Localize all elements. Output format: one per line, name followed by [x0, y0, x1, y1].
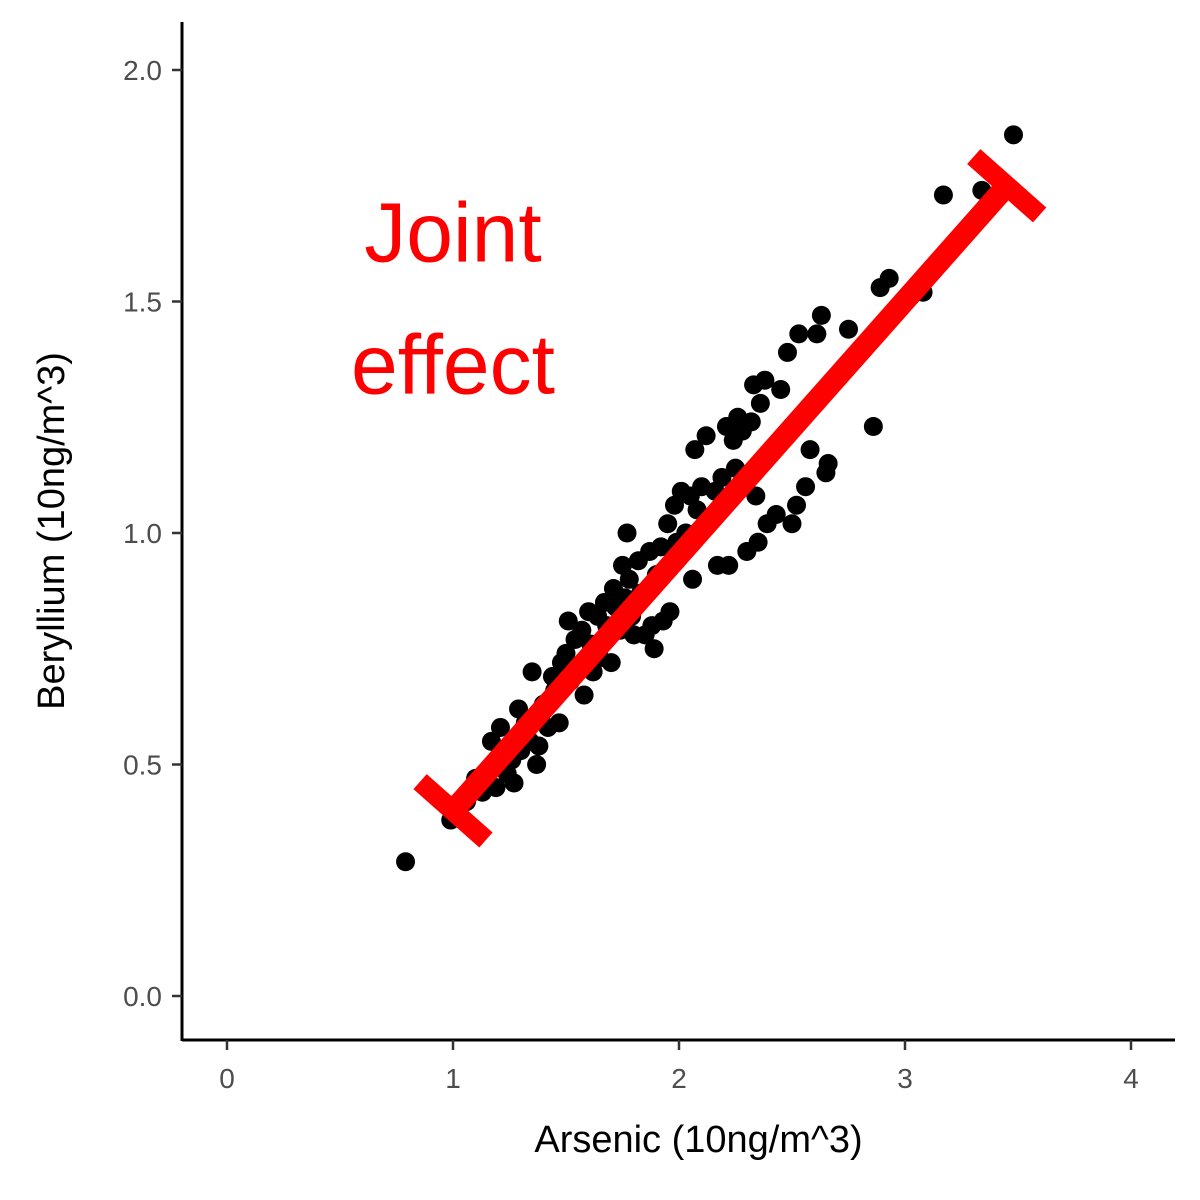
joint-effect-segment — [413, 149, 1047, 848]
data-point-68 — [696, 426, 716, 446]
data-point-83 — [748, 532, 768, 552]
data-point-58 — [660, 602, 680, 622]
data-point-57 — [658, 514, 678, 534]
x-axis-ticks: 0 1 2 3 4 — [219, 1040, 1139, 1094]
y-tick-label-3: 1.5 — [123, 287, 162, 318]
data-point-30 — [574, 685, 594, 705]
annotation-line-1: effect — [351, 318, 555, 412]
data-point-100 — [818, 454, 838, 474]
data-point-82 — [746, 486, 766, 506]
data-point-65 — [685, 440, 705, 460]
data-point-15 — [522, 662, 542, 682]
joint-effect-line — [444, 178, 1015, 819]
data-point-44 — [617, 523, 637, 543]
data-point-53 — [644, 639, 664, 659]
x-tick-label-3: 3 — [897, 1063, 913, 1094]
data-point-85 — [755, 370, 775, 390]
data-point-64 — [683, 569, 703, 589]
data-point-10 — [504, 773, 524, 793]
x-tick-label-0: 0 — [219, 1063, 235, 1094]
x-tick-label-1: 1 — [445, 1063, 461, 1094]
annotation-line-0: Joint — [364, 186, 541, 280]
data-point-106 — [933, 185, 953, 205]
y-tick-label-4: 2.0 — [123, 55, 162, 86]
data-point-91 — [782, 514, 802, 534]
data-point-102 — [863, 417, 883, 437]
data-point-97 — [807, 324, 827, 344]
data-point-24 — [556, 643, 576, 663]
y-tick-label-1: 0.5 — [123, 750, 162, 781]
y-axis-ticks: 0.0 0.5 1.0 1.5 2.0 — [123, 55, 182, 1012]
data-point-101 — [839, 319, 858, 339]
data-point-96 — [800, 440, 820, 460]
data-point-16 — [527, 755, 547, 774]
data-point-104 — [879, 268, 899, 288]
y-axis-title: Beryllium (10ng/m^3) — [31, 352, 73, 710]
y-tick-label-2: 1.0 — [123, 518, 162, 549]
data-point-17 — [529, 736, 549, 756]
x-tick-label-2: 2 — [671, 1063, 687, 1094]
data-point-80 — [741, 412, 761, 432]
data-point-88 — [766, 504, 786, 524]
data-point-38 — [601, 653, 621, 673]
data-point-25 — [558, 611, 578, 631]
data-point-74 — [719, 555, 739, 575]
x-axis-title: Arsenic (10ng/m^3) — [534, 1119, 862, 1161]
data-point-22 — [549, 713, 569, 733]
joint-effect-annotation: Joint effect — [351, 186, 555, 412]
data-point-98 — [811, 305, 831, 325]
x-tick-label-4: 4 — [1123, 1063, 1139, 1094]
data-point-92 — [787, 495, 807, 515]
data-point-0 — [396, 852, 416, 872]
data-point-90 — [777, 342, 797, 362]
data-point-84 — [750, 393, 770, 413]
data-point-7 — [490, 717, 510, 737]
data-point-89 — [771, 379, 791, 399]
joint-effect-cap-start — [413, 774, 493, 848]
data-point-72 — [712, 467, 732, 487]
data-point-108 — [1003, 125, 1023, 145]
data-point-55 — [651, 537, 671, 557]
data-point-95 — [796, 477, 816, 497]
y-tick-label-0: 0.0 — [123, 981, 162, 1012]
data-point-29 — [572, 620, 592, 640]
joint-effect-cap-end — [967, 149, 1047, 223]
data-point-93 — [789, 324, 809, 344]
data-point-45 — [619, 569, 639, 589]
